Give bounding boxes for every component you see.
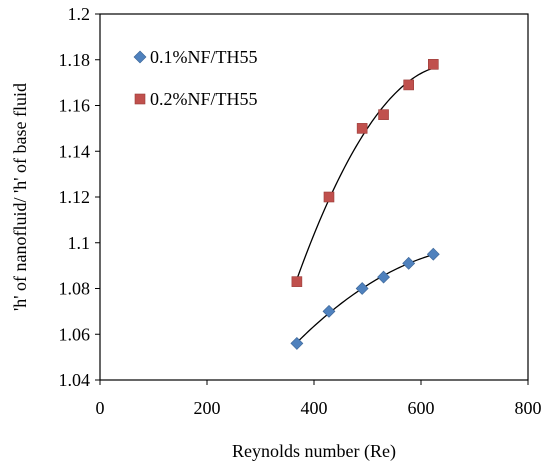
- data-point-series-1: [377, 270, 390, 284]
- x-axis-ticks: 0 200 400 600 800: [96, 380, 542, 418]
- data-point-series-2: [323, 191, 335, 203]
- x-axis-title: Reynolds number (Re): [232, 441, 396, 462]
- data-point-series-1: [402, 256, 416, 270]
- x-tick-label: 400: [301, 398, 328, 418]
- y-tick-label: 1.04: [59, 370, 91, 390]
- data-point-series-2: [291, 276, 303, 287]
- x-tick-label: 600: [408, 398, 435, 418]
- data-markers: [290, 59, 440, 350]
- data-point-series-1: [322, 304, 336, 318]
- data-point-series-2: [378, 109, 389, 120]
- y-tick-label: 1.1: [68, 233, 91, 253]
- y-axis-title: 'h' of nanofluid/ 'h' of base fluid: [10, 83, 30, 311]
- data-point-series-1: [290, 336, 304, 350]
- plot-area-frame: [99, 13, 529, 381]
- x-tick-label: 800: [515, 398, 542, 418]
- y-tick-label: 1.08: [59, 279, 91, 299]
- y-tick-label: 1.16: [59, 96, 91, 116]
- trendlines: [296, 67, 434, 343]
- y-tick-label: 1.14: [59, 141, 91, 161]
- legend-label-series-2: 0.2%NF/TH55: [150, 89, 258, 109]
- y-tick-label: 1.2: [68, 4, 91, 24]
- data-point-series-2: [403, 79, 414, 91]
- y-tick-label: 1.06: [59, 324, 91, 344]
- trendline-series-1: [296, 254, 434, 343]
- trendline-series-2: [296, 67, 434, 280]
- y-tick-label: 1.12: [59, 187, 91, 207]
- legend-label-series-1: 0.1%NF/TH55: [150, 47, 258, 67]
- legend-marker-series-1: [133, 50, 147, 64]
- x-tick-label: 200: [194, 398, 221, 418]
- data-point-series-2: [356, 123, 368, 134]
- data-point-series-2: [428, 59, 439, 70]
- legend-marker-series-2: [134, 93, 146, 105]
- data-point-series-1: [355, 282, 369, 295]
- y-axis-ticks: 1.04 1.06 1.08 1.1 1.12 1.14 1.16 1.18 1.2: [59, 4, 100, 390]
- data-point-series-1: [426, 247, 440, 261]
- y-tick-label: 1.18: [59, 50, 91, 70]
- legend: 0.1%NF/TH55 0.2%NF/TH55: [133, 47, 258, 109]
- x-tick-label: 0: [96, 398, 105, 418]
